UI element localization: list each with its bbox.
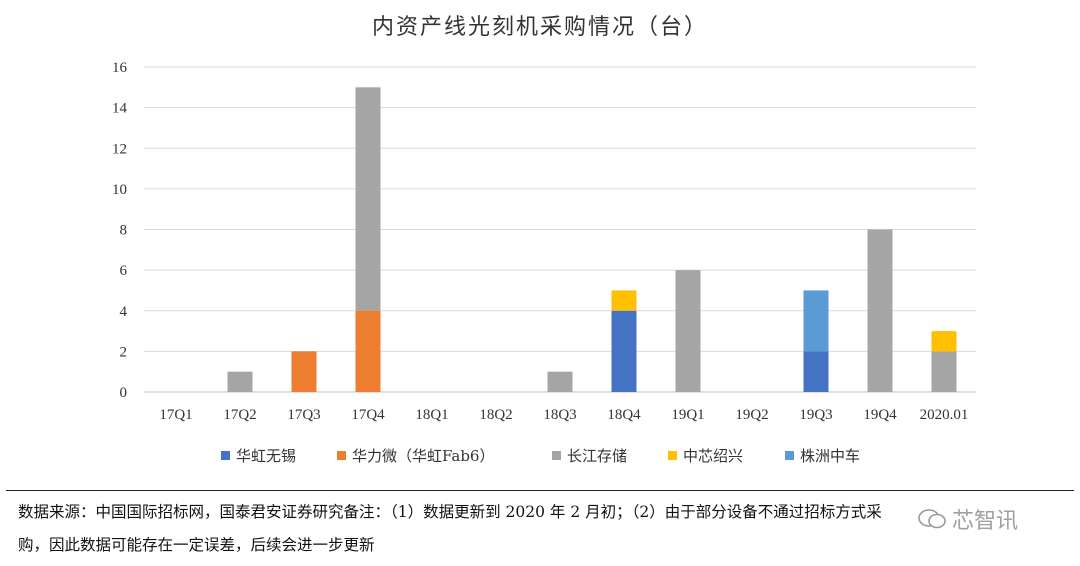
source-note-line-1: 数据来源：中国国际招标网，国泰君安证券研究备注：（1）数据更新到 2020 年 …	[18, 503, 882, 521]
x-tick-label: 18Q3	[543, 407, 576, 423]
y-tick-label: 6	[120, 263, 128, 279]
bar-segment	[227, 371, 253, 392]
bar-segment	[675, 270, 701, 392]
bar-segment	[611, 290, 637, 311]
x-tick-label: 17Q4	[351, 407, 385, 423]
legend-label: 中芯绍兴	[683, 447, 743, 465]
bar-segment	[611, 310, 637, 392]
bar-segment	[803, 290, 829, 352]
y-tick-label: 2	[120, 344, 128, 360]
x-tick-label: 2020.01	[920, 407, 969, 423]
source-note: 数据来源：中国国际招标网，国泰君安证券研究备注：（1）数据更新到 2020 年 …	[18, 496, 1068, 562]
bar-segment	[355, 87, 381, 311]
x-tick-label: 18Q1	[415, 407, 448, 423]
x-tick-label: 17Q3	[287, 407, 320, 423]
bar-segment	[355, 310, 381, 392]
bar-segment	[547, 371, 573, 392]
y-axis-ticks: 0 2 4 6 8 10 12 14 16	[112, 60, 128, 401]
x-tick-label: 19Q1	[671, 407, 704, 423]
y-tick-label: 16	[112, 60, 128, 76]
bar-segment	[931, 351, 957, 392]
y-tick-label: 14	[112, 101, 128, 117]
legend-swatch	[552, 451, 561, 460]
watermark-text: 芯智讯	[952, 509, 1019, 534]
x-tick-label: 18Q2	[479, 407, 512, 423]
note-divider	[6, 490, 1074, 491]
legend: 华虹无锡 华力微（华虹Fab6） 长江存储 中芯绍兴 株洲中车	[221, 447, 860, 465]
x-tick-label: 19Q4	[863, 407, 897, 423]
bar-segment	[931, 331, 957, 352]
y-tick-label: 12	[112, 141, 127, 157]
bar-segment	[803, 351, 829, 392]
bar-segment	[867, 229, 893, 392]
legend-swatch	[785, 451, 794, 460]
x-axis-ticks: 17Q1 17Q2 17Q3 17Q4 18Q1 18Q2 18Q3 18Q4 19Q1 19Q2…	[159, 407, 968, 423]
x-tick-label: 19Q2	[735, 407, 768, 423]
source-note-line-2: 购，因此数据可能存在一定误差，后续会进一步更新	[18, 536, 375, 554]
legend-label: 华力微（华虹Fab6）	[352, 447, 494, 465]
y-tick-label: 8	[120, 223, 128, 239]
legend-label: 华虹无锡	[236, 447, 296, 465]
y-tick-label: 10	[112, 182, 127, 198]
legend-swatch	[337, 451, 346, 460]
chat-bubble-icon	[918, 509, 946, 529]
bar-segment	[291, 351, 317, 392]
x-tick-label: 17Q1	[159, 407, 192, 423]
legend-label: 长江存储	[567, 447, 627, 465]
x-tick-label: 18Q4	[607, 407, 641, 423]
chart-title: 内资产线光刻机采购情况（台）	[372, 15, 708, 40]
legend-swatch	[221, 451, 230, 460]
watermark: 芯智讯	[918, 494, 1068, 544]
x-tick-label: 17Q2	[223, 407, 256, 423]
gridlines	[144, 66, 976, 393]
x-tick-label: 19Q3	[799, 407, 832, 423]
legend-swatch	[668, 451, 677, 460]
bars	[227, 87, 957, 392]
y-tick-label: 0	[120, 385, 128, 401]
y-tick-label: 4	[120, 304, 128, 320]
legend-label: 株洲中车	[800, 447, 860, 465]
